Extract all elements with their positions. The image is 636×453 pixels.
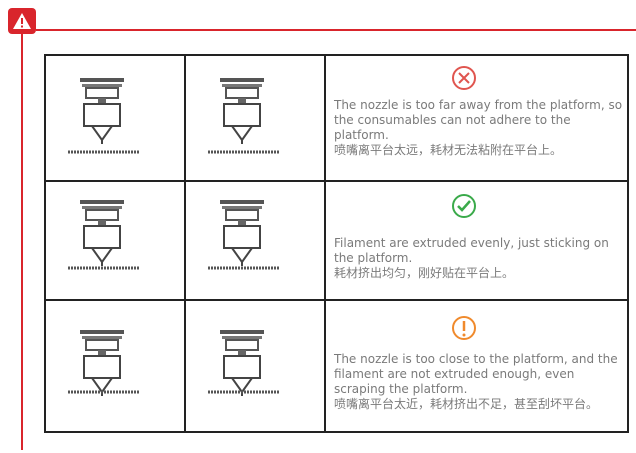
status-bad-icon [452,66,476,90]
status-warn-icon [452,316,476,340]
text-zh: 喷嘴离平台太远，耗材无法粘附在平台上。 [334,143,563,157]
text-en: The nozzle is too close to the platform,… [334,352,618,396]
nozzle-images [68,77,280,397]
text-zh: 耗材挤出均匀，刚好贴在平台上。 [334,266,515,280]
table-grid [44,54,629,433]
text-zh: 喷嘴离平台太近，耗材挤出不足，甚至刮坏平台。 [334,397,599,411]
row-text: Filament are extruded evenly, just stick… [334,236,624,281]
status-good-icon [452,194,476,218]
text-en: The nozzle is too far away from the plat… [334,98,623,142]
text-en: Filament are extruded evenly, just stick… [334,236,609,265]
row-text: The nozzle is too far away from the plat… [334,98,624,158]
row-text: The nozzle is too close to the platform,… [334,352,624,412]
